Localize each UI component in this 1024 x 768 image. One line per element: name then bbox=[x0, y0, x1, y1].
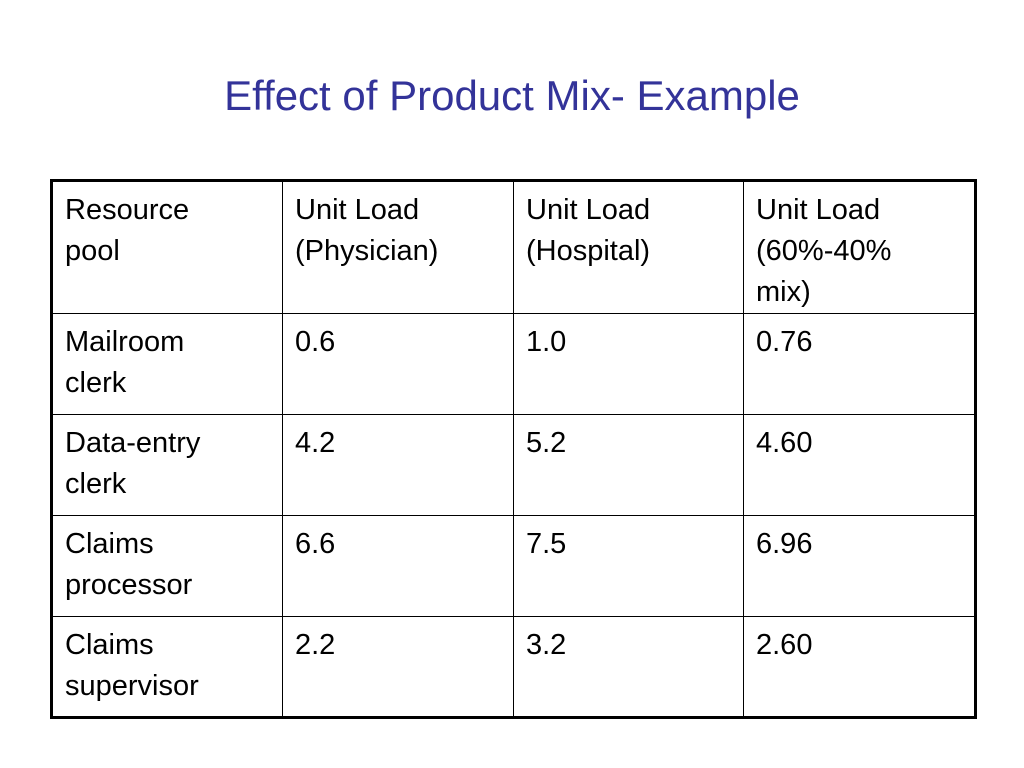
header-resource-pool: Resource pool bbox=[51, 180, 283, 314]
header-line: Resource bbox=[65, 194, 190, 226]
table-row: Mailroom clerk 0.6 1.0 0.76 bbox=[51, 313, 976, 415]
cell-resource: Data-entry clerk bbox=[51, 414, 283, 516]
header-line: (Hospital) bbox=[526, 235, 651, 267]
resource-line: supervisor bbox=[65, 670, 199, 702]
cell-resource: Claims processor bbox=[51, 515, 283, 617]
cell-resource: Claims supervisor bbox=[51, 616, 283, 718]
table-header-row: Resource pool Unit Load (Physician) Unit L… bbox=[51, 180, 976, 314]
resource-line: clerk bbox=[65, 367, 127, 399]
cell-hospital: 7.5 bbox=[513, 515, 744, 617]
cell-resource: Mailroom clerk bbox=[51, 313, 283, 415]
table-row: Claims processor 6.6 7.5 6.96 bbox=[51, 515, 976, 617]
header-line: pool bbox=[65, 235, 120, 267]
resource-line: processor bbox=[65, 569, 193, 601]
header-line: Unit Load bbox=[756, 194, 881, 226]
cell-physician: 2.2 bbox=[282, 616, 514, 718]
cell-physician: 6.6 bbox=[282, 515, 514, 617]
table-row: Claims supervisor 2.2 3.2 2.60 bbox=[51, 616, 976, 718]
resource-line: clerk bbox=[65, 468, 127, 500]
cell-hospital: 5.2 bbox=[513, 414, 744, 516]
resource-line: Claims bbox=[65, 629, 154, 661]
header-unit-load-mix: Unit Load (60%-40% mix) bbox=[743, 180, 976, 314]
header-line: mix) bbox=[756, 276, 811, 308]
header-line: Unit Load bbox=[295, 194, 420, 226]
cell-mix: 0.76 bbox=[743, 313, 976, 415]
header-line: Unit Load bbox=[526, 194, 651, 226]
resource-line: Claims bbox=[65, 528, 154, 560]
unit-load-table: Resource pool Unit Load (Physician) Unit L… bbox=[50, 179, 977, 719]
table-row: Data-entry clerk 4.2 5.2 4.60 bbox=[51, 414, 976, 516]
cell-physician: 4.2 bbox=[282, 414, 514, 516]
cell-mix: 4.60 bbox=[743, 414, 976, 516]
header-line: (Physician) bbox=[295, 235, 439, 267]
header-line: (60%-40% bbox=[756, 235, 892, 267]
header-unit-load-hospital: Unit Load (Hospital) bbox=[513, 180, 744, 314]
cell-hospital: 1.0 bbox=[513, 313, 744, 415]
resource-line: Data-entry bbox=[65, 427, 201, 459]
cell-physician: 0.6 bbox=[282, 313, 514, 415]
resource-line: Mailroom bbox=[65, 326, 185, 358]
header-unit-load-physician: Unit Load (Physician) bbox=[282, 180, 514, 314]
slide-title: Effect of Product Mix- Example bbox=[224, 72, 800, 119]
cell-hospital: 3.2 bbox=[513, 616, 744, 718]
cell-mix: 6.96 bbox=[743, 515, 976, 617]
cell-mix: 2.60 bbox=[743, 616, 976, 718]
